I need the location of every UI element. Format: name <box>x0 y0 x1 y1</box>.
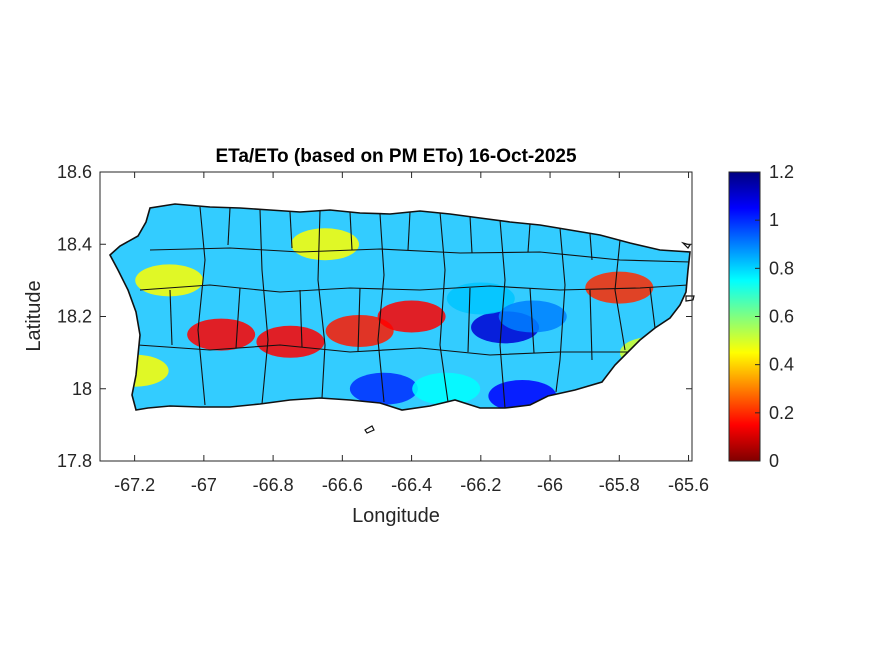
colorbar-tick-label: 1.2 <box>769 162 794 182</box>
region-value-4 <box>585 271 654 304</box>
x-tick-label: -66.2 <box>460 475 501 495</box>
y-tick-label: 18.4 <box>57 234 92 254</box>
x-tick-label: -66.8 <box>253 475 294 495</box>
x-tick-label: -65.8 <box>599 475 640 495</box>
region-value-7 <box>498 300 567 333</box>
colorbar: 0 0.2 0.4 0.6 0.8 1 1.2 <box>728 162 794 471</box>
map-plot-area: -67.2 -67 -66.8 -66.6 -66.4 -66.2 -66 -65.8 -65.… <box>57 162 709 495</box>
colorbar-ticks: 0 0.2 0.4 0.6 0.8 1 1.2 <box>755 162 794 471</box>
region-value-3 <box>377 300 446 333</box>
colorbar-tick-label: 0.2 <box>769 403 794 423</box>
x-tick-label: -67.2 <box>114 475 155 495</box>
colorbar-tick-label: 0 <box>769 451 779 471</box>
region-value-1 <box>256 325 325 358</box>
region-value-12 <box>135 264 204 297</box>
region-value-0 <box>187 318 256 351</box>
x-tick-label: -67 <box>191 475 217 495</box>
y-tick-label: 17.8 <box>57 451 92 471</box>
y-tick-label: 18.6 <box>57 162 92 182</box>
region-value-2 <box>325 314 394 347</box>
region-value-6 <box>446 282 515 315</box>
x-tick-label: -66.6 <box>322 475 363 495</box>
region-value-11 <box>291 228 360 261</box>
x-tick-label: -66.4 <box>391 475 432 495</box>
islet-caja-de-muertos <box>364 425 375 434</box>
x-tick-label: -65.6 <box>668 475 709 495</box>
x-axis-ticks: -67.2 -67 -66.8 -66.6 -66.4 -66.2 -66 -65.8 -65.… <box>114 172 709 495</box>
x-axis-label: Longitude <box>352 505 440 527</box>
y-axis-label: Latitude <box>23 280 45 351</box>
chart-title: ETa/ETo (based on PM ETo) 16-Oct-2025 <box>215 146 576 167</box>
y-axis-ticks: 17.8 18 18.2 18.4 18.6 <box>57 162 692 471</box>
municipality-boundaries <box>137 206 690 409</box>
colorbar-tick-label: 0.6 <box>769 307 794 327</box>
colorbar-tick-label: 0.4 <box>769 355 794 375</box>
colorbar-gradient <box>728 171 761 462</box>
x-tick-label: -66 <box>537 475 563 495</box>
colorbar-tick-label: 0.8 <box>769 258 794 278</box>
region-value-8 <box>349 372 418 405</box>
eta-eto-field <box>110 204 690 410</box>
islet-east <box>685 295 695 302</box>
island-outline <box>108 203 691 411</box>
y-tick-label: 18.2 <box>57 307 92 327</box>
colorbar-tick-label: 1 <box>769 210 779 230</box>
y-tick-label: 18 <box>72 379 92 399</box>
